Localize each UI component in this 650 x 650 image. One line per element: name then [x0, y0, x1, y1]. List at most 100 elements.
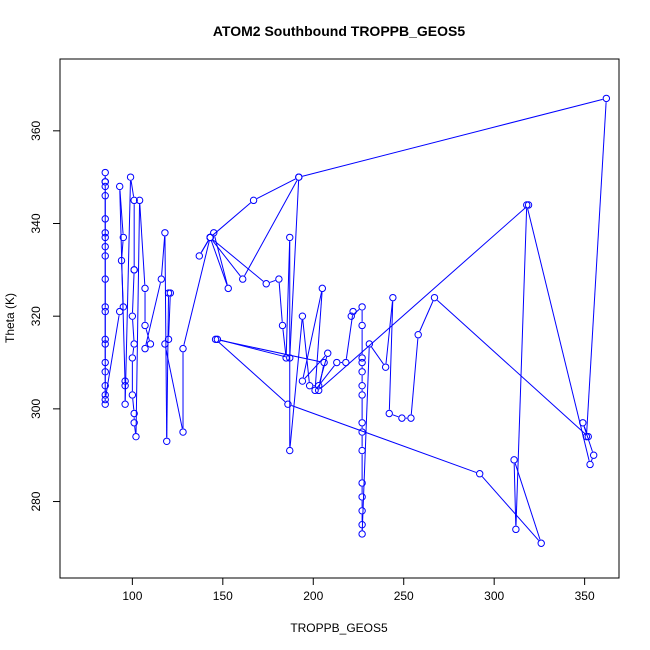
series-segment — [314, 292, 323, 387]
data-point — [101, 178, 109, 186]
data-point — [358, 391, 366, 399]
x-axis: 100 150 200 250 300 350 — [122, 577, 595, 603]
data-point — [347, 312, 355, 320]
data-point — [210, 229, 218, 237]
series-segment — [514, 463, 541, 540]
series-segment — [200, 240, 209, 253]
data-point — [586, 460, 594, 469]
series-segment — [132, 347, 135, 355]
data-point — [101, 182, 109, 191]
data-point — [119, 233, 128, 242]
series-segment — [132, 398, 135, 410]
series-segment — [289, 180, 300, 355]
data-point — [318, 284, 327, 293]
data-point — [161, 229, 169, 237]
data-point — [128, 312, 137, 320]
data-point — [101, 192, 109, 200]
data-point — [286, 446, 294, 455]
series-segment — [168, 296, 171, 336]
data-point — [358, 493, 366, 501]
series-segment — [139, 204, 146, 285]
series-segment — [291, 405, 477, 473]
x-axis-label: TROPPB_GEOS5 — [290, 621, 388, 635]
data-point — [295, 173, 303, 181]
data-point — [414, 331, 422, 339]
data-point — [579, 419, 587, 427]
data-point — [286, 354, 294, 362]
data-point — [130, 419, 138, 427]
data-point — [179, 344, 187, 353]
data-point — [128, 391, 137, 399]
y-tick-label: 360 — [29, 120, 43, 140]
series-segment — [385, 301, 393, 364]
series-segment — [302, 291, 323, 378]
data-point — [224, 284, 232, 293]
data-point — [213, 335, 222, 344]
data-point — [389, 293, 397, 302]
data-point — [157, 275, 166, 283]
y-tick-label: 280 — [29, 491, 43, 511]
series-segment — [513, 463, 517, 526]
data-point — [358, 428, 366, 436]
data-point — [358, 521, 366, 529]
data-point — [195, 252, 203, 260]
data-point — [126, 173, 135, 181]
data-point — [115, 182, 124, 191]
x-tick-label: 100 — [122, 589, 142, 603]
series-segment — [285, 241, 291, 355]
data-point — [602, 94, 611, 103]
data-point — [262, 280, 270, 288]
data-point — [132, 432, 140, 441]
data-point — [358, 419, 366, 427]
data-point — [249, 196, 258, 205]
data-point — [130, 409, 138, 418]
series-segment — [481, 476, 540, 541]
data-point — [333, 358, 341, 367]
data-point — [101, 358, 109, 367]
data-point — [101, 335, 109, 344]
series-segment — [392, 414, 399, 418]
x-tick-label: 250 — [394, 589, 414, 603]
x-tick-label: 200 — [303, 589, 323, 603]
data-point — [101, 307, 109, 316]
series-segment — [220, 339, 287, 358]
series-segment — [105, 315, 120, 396]
data-point — [101, 368, 109, 376]
data-point — [278, 321, 287, 330]
x-tick-label: 350 — [575, 589, 595, 603]
data-point — [311, 386, 319, 395]
plot-frame — [59, 58, 620, 579]
series-segment — [212, 240, 241, 277]
data-point — [101, 303, 109, 311]
data-point — [358, 446, 366, 455]
data-point — [358, 381, 366, 390]
data-point — [206, 233, 214, 242]
data-point — [161, 340, 169, 348]
series-segment — [590, 458, 593, 462]
data-point — [128, 354, 137, 362]
data-point — [537, 539, 545, 547]
series-segment — [119, 190, 126, 382]
series-segment — [436, 299, 586, 435]
y-tick-label: 300 — [29, 399, 43, 419]
series-segment — [165, 347, 183, 429]
data-point — [130, 266, 138, 274]
series-segment — [302, 319, 310, 382]
series-segment — [282, 329, 287, 355]
series-segment — [132, 319, 135, 341]
data-points — [101, 94, 611, 547]
data-point — [141, 344, 149, 353]
data-point — [121, 400, 129, 408]
series-segment — [218, 341, 286, 403]
data-point — [282, 354, 290, 362]
data-point — [164, 335, 173, 344]
series-segment — [210, 240, 228, 285]
data-point — [130, 196, 138, 205]
data-point — [101, 395, 109, 404]
data-point — [365, 340, 374, 348]
series-segment — [145, 282, 161, 346]
data-point — [398, 414, 406, 422]
data-point — [179, 428, 187, 436]
data-point — [121, 377, 129, 385]
